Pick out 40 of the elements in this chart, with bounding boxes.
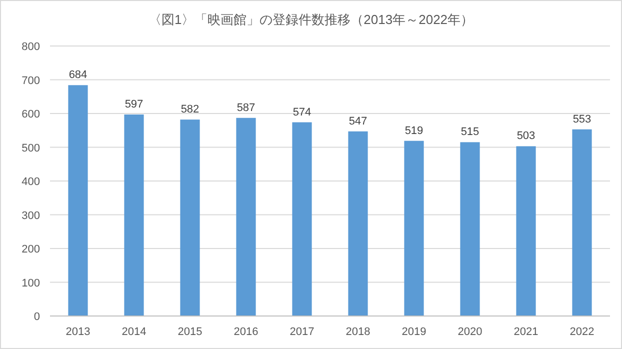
x-tick-label: 2013	[66, 326, 90, 338]
data-label: 515	[460, 126, 480, 138]
bar	[180, 120, 200, 316]
bar	[292, 122, 312, 316]
y-tick-label: 600	[22, 108, 40, 120]
data-label: 582	[180, 104, 200, 116]
x-tick-label: 2019	[402, 326, 426, 338]
data-label: 553	[572, 113, 592, 126]
bar	[236, 118, 256, 316]
bar	[124, 114, 144, 316]
data-label: 587	[236, 102, 256, 114]
x-tick-label: 2021	[514, 326, 538, 338]
y-tick-label: 100	[22, 277, 40, 290]
bar	[404, 140, 424, 316]
bar	[68, 85, 88, 316]
data-label: 547	[348, 115, 368, 128]
x-tick-label: 2018	[346, 326, 370, 338]
x-tick-label: 2022	[570, 326, 594, 338]
bar	[572, 129, 592, 316]
data-label: 519	[404, 124, 424, 137]
y-tick-label: 200	[22, 244, 40, 256]
bar	[516, 146, 536, 316]
bar	[460, 142, 480, 316]
x-tick-label: 2016	[234, 326, 258, 338]
x-tick-label: 2015	[178, 326, 202, 338]
y-tick-label: 800	[22, 41, 40, 53]
x-tick-label: 2020	[458, 326, 482, 338]
y-tick-label: 700	[22, 74, 40, 87]
data-label: 503	[516, 130, 536, 142]
x-tick-label: 2014	[122, 326, 146, 338]
y-tick-label: 300	[22, 210, 40, 222]
x-tick-label: 2017	[290, 326, 314, 338]
bar	[348, 131, 368, 316]
y-tick-label: 500	[22, 142, 40, 154]
chart-title: 〈図1〉「映画館」の登録件数推移（2013年～2022年）	[148, 12, 474, 27]
data-label: 574	[292, 106, 312, 118]
data-label: 684	[68, 69, 88, 82]
y-tick-label: 0	[34, 311, 40, 323]
data-label: 597	[124, 98, 144, 111]
y-tick-label: 400	[22, 176, 40, 188]
